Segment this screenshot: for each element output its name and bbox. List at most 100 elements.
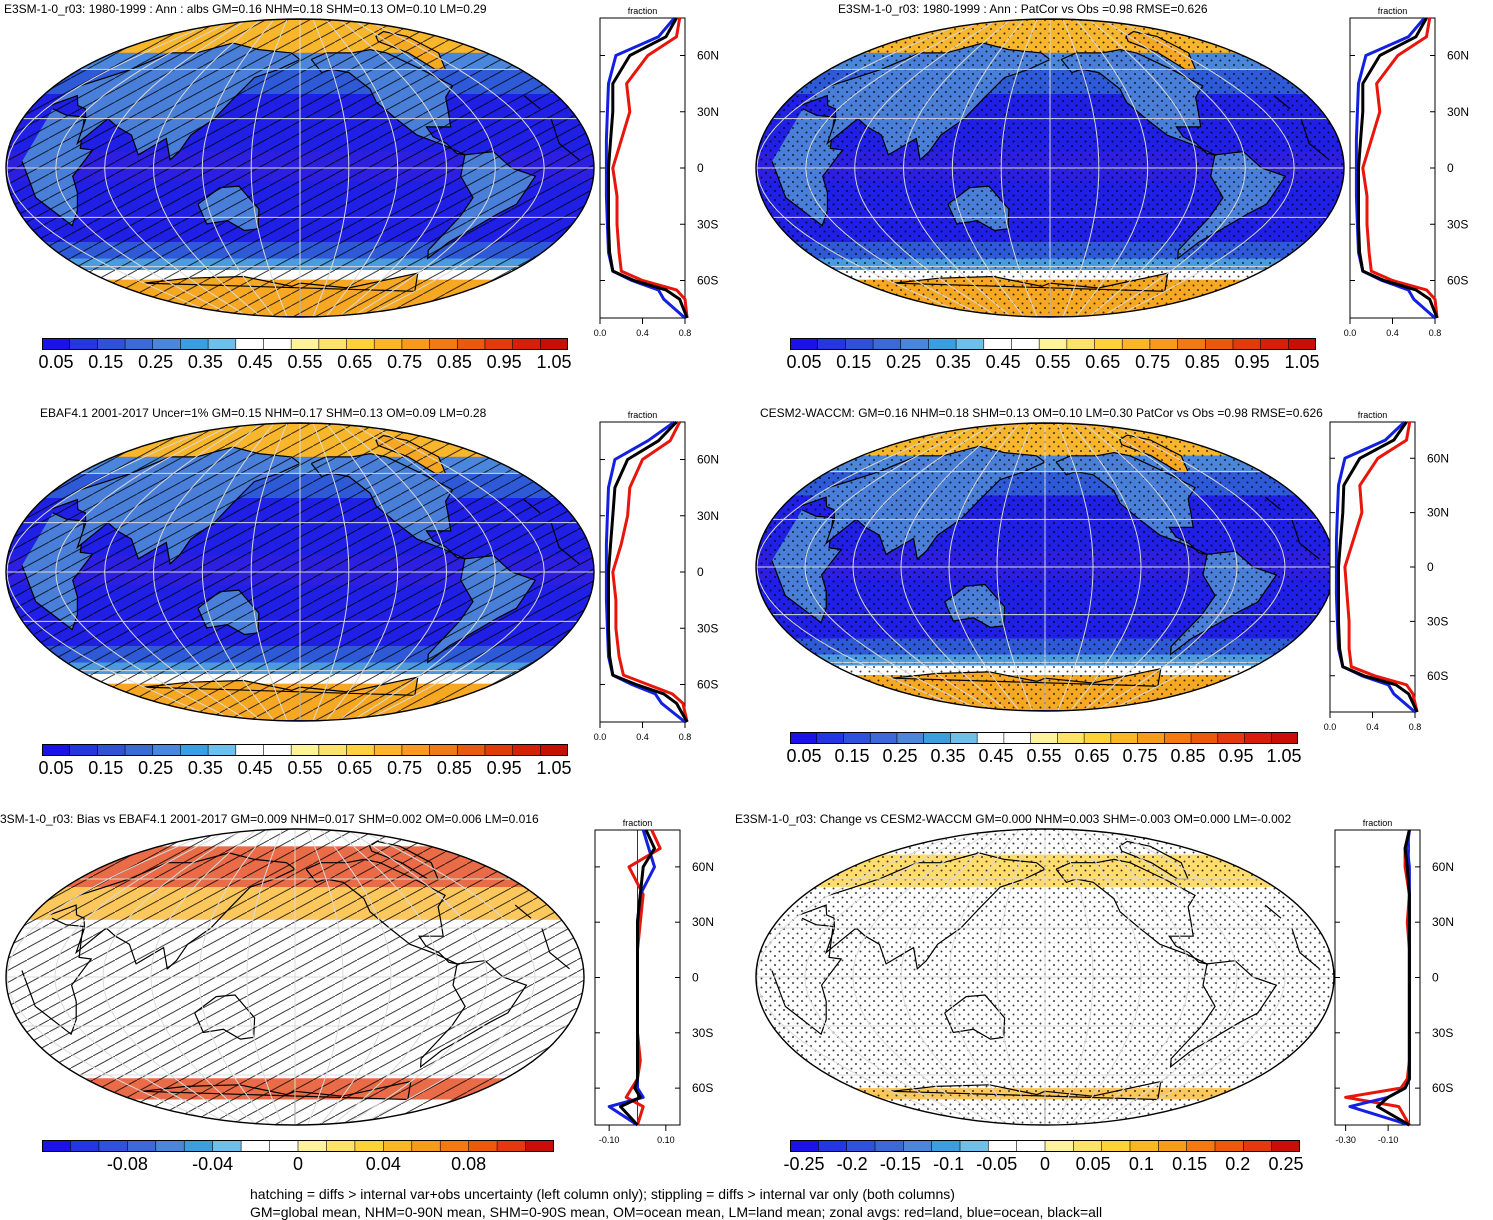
- zonal-lat-label: 30N: [1427, 506, 1449, 520]
- map-meridian: [1102, 19, 1246, 317]
- zonal-title: fraction: [1378, 6, 1408, 16]
- colorbar-box: [346, 744, 375, 756]
- colorbar-tick-label: -0.05: [976, 1154, 1018, 1174]
- zonal-x-label: 0.8: [679, 328, 692, 338]
- colorbar-box: [1177, 338, 1206, 350]
- colorbar-box: [468, 1140, 498, 1152]
- colorbar-box: [512, 744, 541, 756]
- colorbar-box: [1191, 732, 1219, 744]
- map-meridian: [1070, 829, 1142, 1125]
- colorbar-box: [180, 744, 209, 756]
- colorbar-box: [263, 338, 292, 350]
- colorbar-box: [263, 744, 292, 756]
- colorbar-box: [928, 338, 957, 350]
- map-meridian: [1109, 423, 1286, 711]
- colorbar-tick-label: 0.08: [451, 1154, 487, 1174]
- map-meridian: [6, 829, 217, 1125]
- colorbar-box: [512, 338, 541, 350]
- map-meridian: [320, 829, 392, 1125]
- colorbar-box: [326, 1140, 356, 1152]
- map-meridian: [756, 19, 971, 317]
- zonal-lat-label: 60N: [697, 453, 719, 467]
- colorbar-tick-label: 0.05: [786, 746, 822, 766]
- colorbar-box: [1130, 1140, 1159, 1152]
- colorbar-box: [875, 1140, 904, 1152]
- zonal-title: fraction: [623, 818, 653, 828]
- map-panel-4: [755, 422, 1335, 712]
- map-body: [756, 423, 1334, 711]
- colorbar-box: [1039, 338, 1068, 350]
- colorbar-box: [1243, 1140, 1272, 1152]
- colorbar-box: [1271, 732, 1298, 744]
- colorbar-tick-label: 1.05: [1284, 352, 1320, 372]
- zonal-plot-1: fraction 60N 30N 0 30S 60S 0.0 0.4 0.8: [594, 6, 719, 338]
- zonal-lat-label: 0: [697, 161, 704, 175]
- zonal-x-label: 0.8: [1409, 722, 1422, 732]
- colorbar-tick-label: 0.55: [1035, 352, 1071, 372]
- map-meridian: [996, 423, 1033, 711]
- colorbar-box: [1271, 1140, 1300, 1152]
- colorbar-box: [97, 744, 126, 756]
- zonal-lat-label: 30S: [697, 217, 718, 231]
- map-meridian: [366, 423, 545, 721]
- map-meridian: [250, 423, 288, 721]
- colorbar-tick-label: 0.45: [237, 758, 273, 778]
- colorbar-tick-label: -0.15: [879, 1154, 921, 1174]
- colorbar-tick-label: 0.45: [237, 352, 273, 372]
- zonal-lat-label: 30S: [1432, 1026, 1453, 1040]
- colorbar-box: [846, 1140, 876, 1152]
- colorbar-panel-6: [790, 1140, 1300, 1152]
- colorbar-tick-label: 0.85: [1170, 746, 1206, 766]
- map-meridian: [1096, 829, 1238, 1125]
- colorbar-box: [1084, 732, 1112, 744]
- colorbar-box: [70, 1140, 100, 1152]
- colorbar-box: [790, 1140, 819, 1152]
- colorbar-box: [457, 744, 486, 756]
- colorbar-box: [241, 1140, 270, 1152]
- colorbar-box: [790, 338, 818, 350]
- colorbar-box: [817, 338, 846, 350]
- map-meridian: [104, 423, 248, 721]
- colorbar-tick-label: 0.35: [187, 758, 223, 778]
- colorbar-box: [1164, 732, 1192, 744]
- colorbar-box: [1232, 338, 1261, 350]
- colorbar-tick-label: 0.65: [1074, 746, 1110, 766]
- colorbar-box: [896, 732, 924, 744]
- colorbar-tick-label: 0.15: [88, 352, 124, 372]
- colorbar-tick-label: 0.35: [935, 352, 971, 372]
- colorbar-box: [903, 1140, 932, 1152]
- map-meridian: [339, 19, 448, 317]
- map-meridian: [1062, 19, 1100, 317]
- footer-line-2: GM=global mean, NHM=0-90N mean, SHM=0-90…: [250, 1204, 1103, 1220]
- colorbar-box: [291, 744, 320, 756]
- colorbar-box: [923, 732, 951, 744]
- map-meridian: [805, 19, 984, 317]
- zonal-x-label: -0.30: [1335, 1135, 1356, 1145]
- colorbar-box: [411, 1140, 441, 1152]
- colorbar-frame: [42, 1140, 554, 1152]
- colorbar-box: [374, 338, 403, 350]
- colorbar-box: [98, 1140, 128, 1152]
- colorbar-box: [1244, 732, 1272, 744]
- zonal-series-all: [607, 420, 689, 723]
- colorbar-box: [440, 1140, 469, 1152]
- panel-title-5: 3SM-1-0_r03: Bias vs EBAF4.1 2001-2017 G…: [0, 812, 539, 826]
- colorbar-box: [818, 1140, 847, 1152]
- map-meridian: [1083, 829, 1190, 1125]
- zonal-series-ocean: [604, 420, 686, 724]
- colorbar-box: [1215, 1140, 1244, 1152]
- colorbar-box: [870, 732, 898, 744]
- colorbar-box: [1073, 1140, 1102, 1152]
- colorbar-tick-label: 0.45: [985, 352, 1021, 372]
- colorbar-box: [69, 338, 98, 350]
- colorbar-box: [1066, 338, 1095, 350]
- colorbar-box: [212, 1140, 242, 1152]
- colorbar-box: [900, 338, 929, 350]
- colorbar-box: [1016, 1140, 1046, 1152]
- map-meridian: [352, 423, 496, 721]
- map-meridian: [6, 19, 221, 317]
- colorbar-box: [127, 1140, 157, 1152]
- zonal-lat-label: 30S: [1447, 217, 1468, 231]
- colorbar-box: [1122, 338, 1151, 350]
- colorbar-tick-label: 0.25: [138, 352, 174, 372]
